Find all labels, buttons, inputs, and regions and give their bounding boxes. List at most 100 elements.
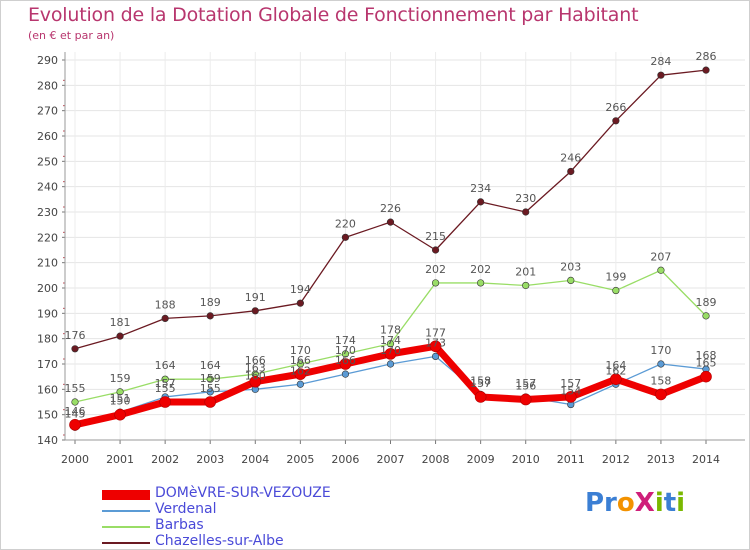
point-verdenal: [657, 360, 665, 368]
point-dom-vre-sur-vezouze: [610, 373, 622, 386]
point-dom-vre-sur-vezouze: [474, 391, 487, 403]
data-label-barbas: 203: [560, 260, 581, 273]
y-tick-label: 200: [37, 282, 58, 295]
data-label-barbas: 155: [65, 382, 86, 395]
point-chazelles-sur-albe: [567, 167, 575, 176]
point-dom-vre-sur-vezouze: [69, 418, 81, 431]
data-label-chazelles-sur-albe: 234: [470, 182, 491, 195]
data-label-chazelles-sur-albe: 189: [200, 296, 221, 309]
data-label-dom-vre-sur-vezouze: 170: [335, 344, 356, 357]
y-tick-label: 290: [37, 54, 58, 67]
data-label-barbas: 178: [380, 324, 401, 337]
data-label-dom-vre-sur-vezouze: 146: [65, 405, 86, 418]
data-label-chazelles-sur-albe: 230: [515, 192, 536, 205]
data-label-verdenal: 154: [560, 385, 581, 398]
data-labels: 176 181 188 189 191 194 220 226 215 234 230 246 266 2…: [65, 50, 717, 420]
point-barbas: [206, 375, 214, 383]
data-label-dom-vre-sur-vezouze: 155: [200, 382, 221, 395]
point-dom-vre-sur-vezouze: [384, 348, 397, 360]
point-verdenal: [341, 370, 350, 378]
data-label-dom-vre-sur-vezouze: 157: [560, 377, 581, 390]
point-barbas: [477, 279, 485, 287]
point-verdenal: [431, 352, 440, 361]
data-label-barbas: 202: [425, 263, 446, 276]
point-dom-vre-sur-vezouze: [655, 388, 667, 401]
data-label-dom-vre-sur-vezouze: 156: [515, 379, 536, 392]
point-dom-vre-sur-vezouze: [294, 368, 307, 380]
x-tick-label: 2005: [286, 453, 314, 466]
y-tick-label: 220: [37, 231, 58, 244]
data-label-dom-vre-sur-vezouze: 150: [110, 395, 131, 408]
point-dom-vre-sur-vezouze: [249, 375, 262, 388]
y-tick-label: 180: [37, 333, 58, 346]
data-label-dom-vre-sur-vezouze: 166: [290, 354, 311, 367]
legend-swatch: [102, 526, 150, 528]
data-label-verdenal: 159: [200, 372, 221, 385]
data-label-chazelles-sur-albe: 266: [605, 101, 626, 114]
legend-label: Barbas: [155, 517, 204, 533]
data-label-chazelles-sur-albe: 191: [245, 291, 266, 304]
point-barbas: [386, 340, 395, 348]
x-tick-label: 2004: [241, 453, 269, 466]
y-tick-label: 190: [37, 307, 58, 320]
x-tick-label: 2008: [422, 453, 450, 466]
y-tick-label: 210: [37, 257, 58, 270]
point-chazelles-sur-albe: [341, 233, 350, 241]
point-chazelles-sur-albe: [431, 246, 440, 254]
y-tick-label: 230: [37, 206, 58, 219]
data-label-chazelles-sur-albe: 246: [560, 151, 581, 164]
point-dom-vre-sur-vezouze: [519, 393, 532, 406]
point-chazelles-sur-albe: [161, 314, 169, 323]
legend-swatch: [102, 490, 150, 500]
x-tick-label: 2007: [377, 453, 405, 466]
y-tick-label: 160: [37, 383, 58, 396]
grid: [65, 52, 745, 441]
plot-area: [65, 52, 745, 440]
data-label-dom-vre-sur-vezouze: 163: [245, 362, 266, 375]
point-chazelles-sur-albe: [702, 66, 710, 74]
x-tick-label: 2000: [61, 453, 89, 466]
point-chazelles-sur-albe: [522, 208, 530, 216]
data-label-barbas: 199: [605, 271, 626, 284]
point-barbas: [341, 350, 350, 358]
data-label-chazelles-sur-albe: 194: [290, 283, 311, 296]
point-chazelles-sur-albe: [116, 332, 124, 340]
data-label-chazelles-sur-albe: 220: [335, 217, 356, 230]
legend-label: DOMèVRE-SUR-VEZOUZE: [155, 485, 331, 501]
point-barbas: [431, 279, 440, 287]
y-tick-label: 270: [37, 105, 58, 118]
x-tick-label: 2002: [151, 453, 179, 466]
point-verdenal: [206, 388, 214, 396]
point-dom-vre-sur-vezouze: [159, 396, 171, 408]
x-tick-label: 2010: [512, 453, 540, 466]
point-chazelles-sur-albe: [657, 71, 665, 79]
y-tick-label: 170: [37, 358, 58, 371]
data-label-verdenal: 158: [470, 374, 491, 387]
data-label-verdenal: 170: [650, 344, 671, 357]
data-label-barbas: 174: [335, 334, 356, 347]
data-label-chazelles-sur-albe: 226: [380, 202, 401, 215]
x-tick-label: 2014: [692, 453, 720, 466]
point-barbas: [567, 276, 575, 285]
data-label-barbas: 189: [696, 296, 717, 309]
y-tick-label: 140: [37, 434, 58, 447]
data-label-barbas: 201: [515, 265, 536, 278]
point-barbas: [702, 312, 710, 320]
point-barbas: [116, 388, 124, 396]
data-label-barbas: 164: [200, 359, 221, 372]
data-label-dom-vre-sur-vezouze: 174: [380, 334, 401, 347]
x-tick-label: 2011: [557, 453, 585, 466]
point-barbas: [71, 398, 79, 406]
data-label-verdenal: 166: [335, 354, 356, 367]
y-tick-label: 280: [37, 79, 58, 92]
data-label-barbas: 202: [470, 263, 491, 276]
point-dom-vre-sur-vezouze: [564, 391, 577, 403]
point-verdenal: [296, 380, 304, 388]
chart-subtitle: (en € et par an): [28, 29, 115, 42]
data-label-chazelles-sur-albe: 286: [696, 50, 717, 63]
x-tick-label: 2013: [647, 453, 675, 466]
legend-label: Chazelles-sur-Albe: [155, 533, 284, 549]
point-verdenal: [386, 360, 395, 368]
data-label-chazelles-sur-albe: 188: [155, 298, 176, 311]
data-label-barbas: 159: [110, 372, 131, 385]
